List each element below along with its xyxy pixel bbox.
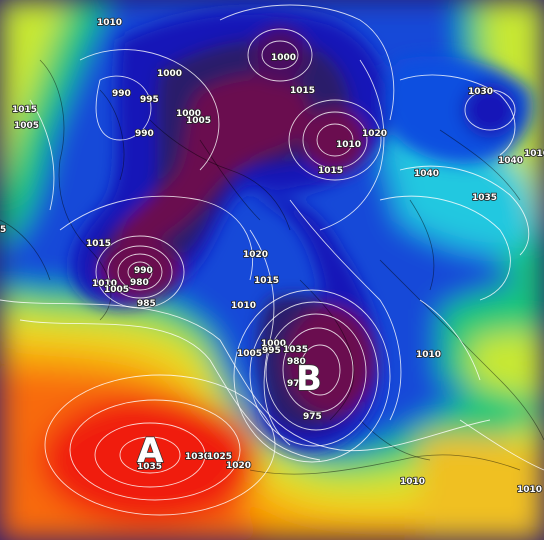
isobar-label: 1000 (261, 339, 286, 349)
coastlines (0, 59, 544, 475)
isobar-label: 995 (140, 95, 159, 105)
isobar-label: 5 (0, 225, 6, 235)
isobar-label: 990 (134, 266, 153, 276)
isobar-label: 1015 (290, 86, 315, 96)
isobar-label: 1010 (517, 485, 542, 495)
isobar-label: 1010 (524, 149, 544, 159)
isobar-label: 1010 (97, 18, 122, 28)
isobar-label: 1025 (207, 452, 232, 462)
isobar-label: 1000 (271, 53, 296, 63)
isobar-label: 1015 (318, 166, 343, 176)
isobar-label: 1005 (104, 285, 129, 295)
isobar-label: 1015 (254, 276, 279, 286)
isobar-label: 1010 (92, 279, 117, 289)
isobar-label: 1005 (186, 116, 211, 126)
isobar-label: 990 (135, 129, 154, 139)
isobar-label: 1015 (86, 239, 111, 249)
isobar-label: 1030 (468, 87, 493, 97)
isobar-label: 975 (287, 379, 306, 389)
isobar-label: 1020 (362, 129, 387, 139)
isobars (0, 4, 544, 516)
isobar-label: 1000 (176, 109, 201, 119)
high-pressure-center: A (137, 431, 164, 471)
low-pressure-center: B (296, 359, 322, 399)
isobar-label: 1040 (414, 169, 439, 179)
isobar-labels: 1010 1000 990 995 1000 990 1005 1015 100… (0, 17, 544, 496)
isobar-label: 1005 (237, 349, 262, 359)
isobar-label: 1035 (137, 462, 162, 472)
isobar-label: 985 (137, 299, 156, 309)
isobar-label: 1020 (243, 250, 268, 260)
isobar-label: 1030 (185, 452, 210, 462)
isobar-label: 1035 (283, 345, 308, 355)
low-pressure-field (71, 9, 533, 451)
isobar-label: 1020 (226, 461, 251, 471)
isobar-label: 975 (303, 412, 322, 422)
isobar-label: 1040 (498, 156, 523, 166)
isobar-label: 1035 (472, 193, 497, 203)
isobar-label: 1010 (416, 350, 441, 360)
pressure-centers: A B (136, 358, 322, 472)
isobar-label: 990 (112, 89, 131, 99)
isobar-label: 995 (262, 346, 281, 356)
isobar-label: 980 (130, 278, 149, 288)
isobar-label: 1010 (231, 301, 256, 311)
isobar-label: 980 (287, 357, 306, 367)
isobar-label: 1010 (400, 477, 425, 487)
isobar-label: 1010 (336, 140, 361, 150)
isobar-label: 1000 (157, 69, 182, 79)
isobar-label: 1005 (14, 121, 39, 131)
isobar-label: 1015 (12, 105, 37, 115)
